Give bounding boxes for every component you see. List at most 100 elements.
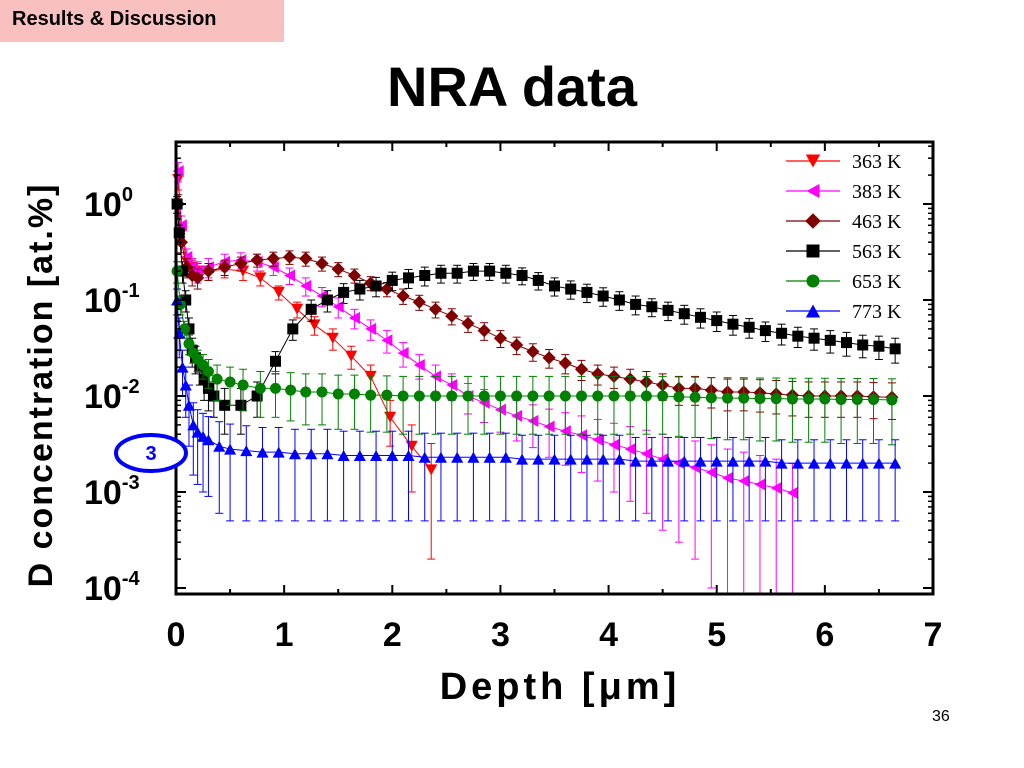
data-point (608, 438, 620, 451)
data-point (484, 265, 496, 277)
y-tick-label: 10-3 (84, 472, 140, 512)
data-point (608, 390, 620, 402)
data-point (345, 350, 358, 362)
data-point (224, 443, 237, 455)
data-point (179, 323, 191, 335)
series-773-k (171, 288, 902, 522)
data-point (738, 392, 750, 404)
data-point (791, 457, 804, 469)
data-point (254, 272, 267, 284)
series-363-k (172, 170, 438, 560)
data-point (288, 448, 302, 460)
data-point (430, 390, 442, 402)
x-tick-label: 4 (599, 616, 618, 654)
data-point (868, 393, 880, 405)
data-point (234, 256, 248, 271)
data-point (678, 455, 691, 467)
annotation-ellipse (114, 433, 188, 473)
data-point (256, 446, 269, 458)
data-point (835, 393, 847, 405)
data-point (872, 457, 885, 469)
data-point (381, 389, 393, 401)
annotation: 3 (114, 433, 188, 473)
data-point (321, 294, 333, 306)
x-tick-label: 0 (167, 616, 186, 654)
data-point (662, 455, 675, 467)
section-tag: Results & Discussion (0, 0, 284, 42)
data-point (224, 376, 236, 388)
y-tick-label: 10-4 (84, 568, 140, 608)
data-point (548, 453, 561, 465)
data-point (543, 390, 555, 402)
data-point (266, 251, 280, 266)
data-point (183, 338, 195, 350)
series-line (176, 203, 896, 406)
data-point (208, 390, 220, 402)
data-point (332, 388, 344, 400)
data-point (889, 343, 901, 355)
data-point (284, 269, 296, 282)
data-point (819, 393, 831, 405)
data-point (754, 478, 766, 491)
data-point (640, 390, 652, 402)
data-point (759, 325, 771, 337)
data-point (526, 345, 540, 359)
data-point (419, 269, 431, 281)
data-point (591, 367, 605, 381)
data-point (321, 448, 334, 460)
data-point (722, 471, 734, 485)
data-point (384, 411, 397, 423)
data-point (272, 446, 285, 458)
data-point (396, 289, 410, 303)
data-point (510, 338, 524, 352)
data-point (315, 256, 329, 271)
data-point (624, 443, 636, 456)
y-tick-label: 10-1 (84, 280, 140, 320)
data-point (338, 286, 350, 298)
legend-marker (806, 274, 820, 288)
data-point (285, 384, 297, 396)
data-point (179, 379, 192, 391)
data-point (542, 351, 556, 365)
data-point (592, 390, 604, 402)
x-tick-label: 6 (815, 616, 834, 654)
y-tick-label: 100 (84, 184, 133, 224)
data-point (269, 382, 281, 394)
data-point (613, 294, 625, 306)
data-point (857, 339, 869, 351)
data-point (418, 451, 431, 463)
legend-label: 363 K (852, 151, 902, 173)
data-point (613, 453, 626, 465)
data-point (451, 267, 463, 279)
data-point (500, 267, 512, 279)
data-point (299, 251, 313, 266)
data-point (851, 393, 863, 405)
x-tick-label: 7 (924, 616, 943, 654)
data-point (689, 391, 701, 403)
data-point (172, 165, 184, 178)
data-point (305, 448, 318, 460)
data-point (483, 451, 496, 463)
slide-title: NRA data (387, 55, 637, 118)
y-tick-label: 10-2 (84, 376, 140, 416)
data-point (694, 455, 707, 467)
data-point (211, 373, 223, 385)
data-point (673, 391, 685, 403)
y-axis-label: D concentration [at.%] (22, 183, 60, 588)
legend-marker (806, 183, 820, 199)
data-point (202, 434, 215, 446)
data-point (403, 272, 415, 284)
data-point (726, 455, 739, 467)
data-point (331, 262, 345, 276)
data-point (624, 390, 636, 402)
annotation-label: 3 (145, 443, 156, 465)
data-point (428, 302, 443, 316)
plot-frame (174, 140, 935, 596)
data-point (326, 332, 339, 344)
data-point (365, 322, 377, 335)
data-point (516, 269, 528, 281)
legend-label: 653 K (852, 271, 902, 293)
data-point (576, 429, 588, 442)
data-point (840, 337, 852, 349)
